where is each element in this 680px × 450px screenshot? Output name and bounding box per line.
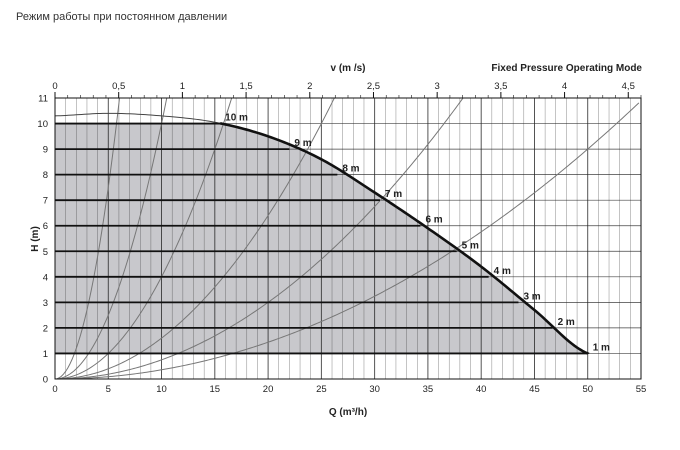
level-label: 3 m bbox=[523, 291, 540, 302]
y-tick-label: 6 bbox=[43, 221, 48, 232]
y-tick-label: 0 bbox=[43, 375, 48, 386]
page-caption: Режим работы при постоянном давлении bbox=[16, 11, 228, 23]
y-tick-label: 1 bbox=[43, 349, 48, 360]
level-label: 4 m bbox=[494, 266, 511, 277]
x-axis-title: Q (m³/h) bbox=[329, 407, 367, 418]
x-tick-label: 20 bbox=[263, 384, 274, 395]
top-tick-label: 0,5 bbox=[112, 81, 125, 92]
level-label: 6 m bbox=[425, 215, 442, 226]
y-tick-label: 8 bbox=[43, 170, 48, 181]
y-tick-label: 10 bbox=[37, 119, 48, 130]
x-tick-label: 40 bbox=[476, 384, 487, 395]
level-label: 8 m bbox=[342, 164, 359, 175]
top-axis-title: v (m /s) bbox=[330, 63, 365, 74]
y-tick-label: 9 bbox=[43, 145, 48, 156]
system-curve bbox=[54, 97, 464, 380]
max-curve-upper bbox=[54, 112, 221, 124]
x-tick-label: 0 bbox=[52, 384, 57, 395]
top-tick-label: 4 bbox=[562, 81, 567, 92]
y-axis-title: H (m) bbox=[30, 226, 41, 252]
top-tick-label: 2 bbox=[307, 81, 312, 92]
x-tick-label: 5 bbox=[106, 384, 111, 395]
level-label: 5 m bbox=[462, 240, 479, 251]
y-tick-label: 3 bbox=[43, 298, 48, 309]
level-label: 2 m bbox=[558, 317, 575, 328]
top-tick-label: 3,5 bbox=[494, 81, 507, 92]
y-tick-label: 2 bbox=[43, 323, 48, 334]
x-tick-label: 35 bbox=[423, 384, 434, 395]
y-tick-label: 7 bbox=[43, 196, 48, 207]
level-label: 9 m bbox=[294, 138, 311, 149]
top-tick-label: 4,5 bbox=[622, 81, 635, 92]
y-tick-label: 11 bbox=[38, 94, 48, 105]
x-tick-label: 45 bbox=[529, 384, 540, 395]
x-tick-label: 10 bbox=[156, 384, 167, 395]
level-label: 1 m bbox=[593, 342, 610, 353]
system-curve bbox=[55, 102, 640, 380]
x-tick-label: 15 bbox=[210, 384, 221, 395]
system-curve bbox=[54, 97, 233, 380]
x-tick-label: 30 bbox=[369, 384, 380, 395]
max-curve-layer bbox=[54, 112, 590, 355]
system-curves-layer bbox=[54, 97, 640, 380]
y-tick-label: 5 bbox=[43, 247, 48, 258]
level-label: 10 m bbox=[225, 113, 248, 124]
max-curve-operating bbox=[219, 122, 590, 355]
y-tick-label: 4 bbox=[43, 272, 48, 283]
x-tick-label: 25 bbox=[316, 384, 327, 395]
chart-mode-title: Fixed Pressure Operating Mode bbox=[491, 63, 642, 74]
top-tick-label: 2,5 bbox=[367, 81, 380, 92]
top-tick-label: 0 bbox=[52, 81, 57, 92]
top-tick-label: 3 bbox=[435, 81, 440, 92]
top-tick-label: 1,5 bbox=[239, 81, 252, 92]
system-curve bbox=[54, 97, 168, 380]
level-label: 7 m bbox=[385, 189, 402, 200]
system-curve bbox=[54, 97, 335, 380]
x-tick-label: 55 bbox=[636, 384, 647, 395]
x-tick-label: 50 bbox=[582, 384, 593, 395]
top-tick-label: 1 bbox=[180, 81, 185, 92]
level-labels-layer: 10 m 9 m 8 m 7 m 6 m 5 m 4 m 3 m 2 m 1 m bbox=[225, 113, 610, 354]
